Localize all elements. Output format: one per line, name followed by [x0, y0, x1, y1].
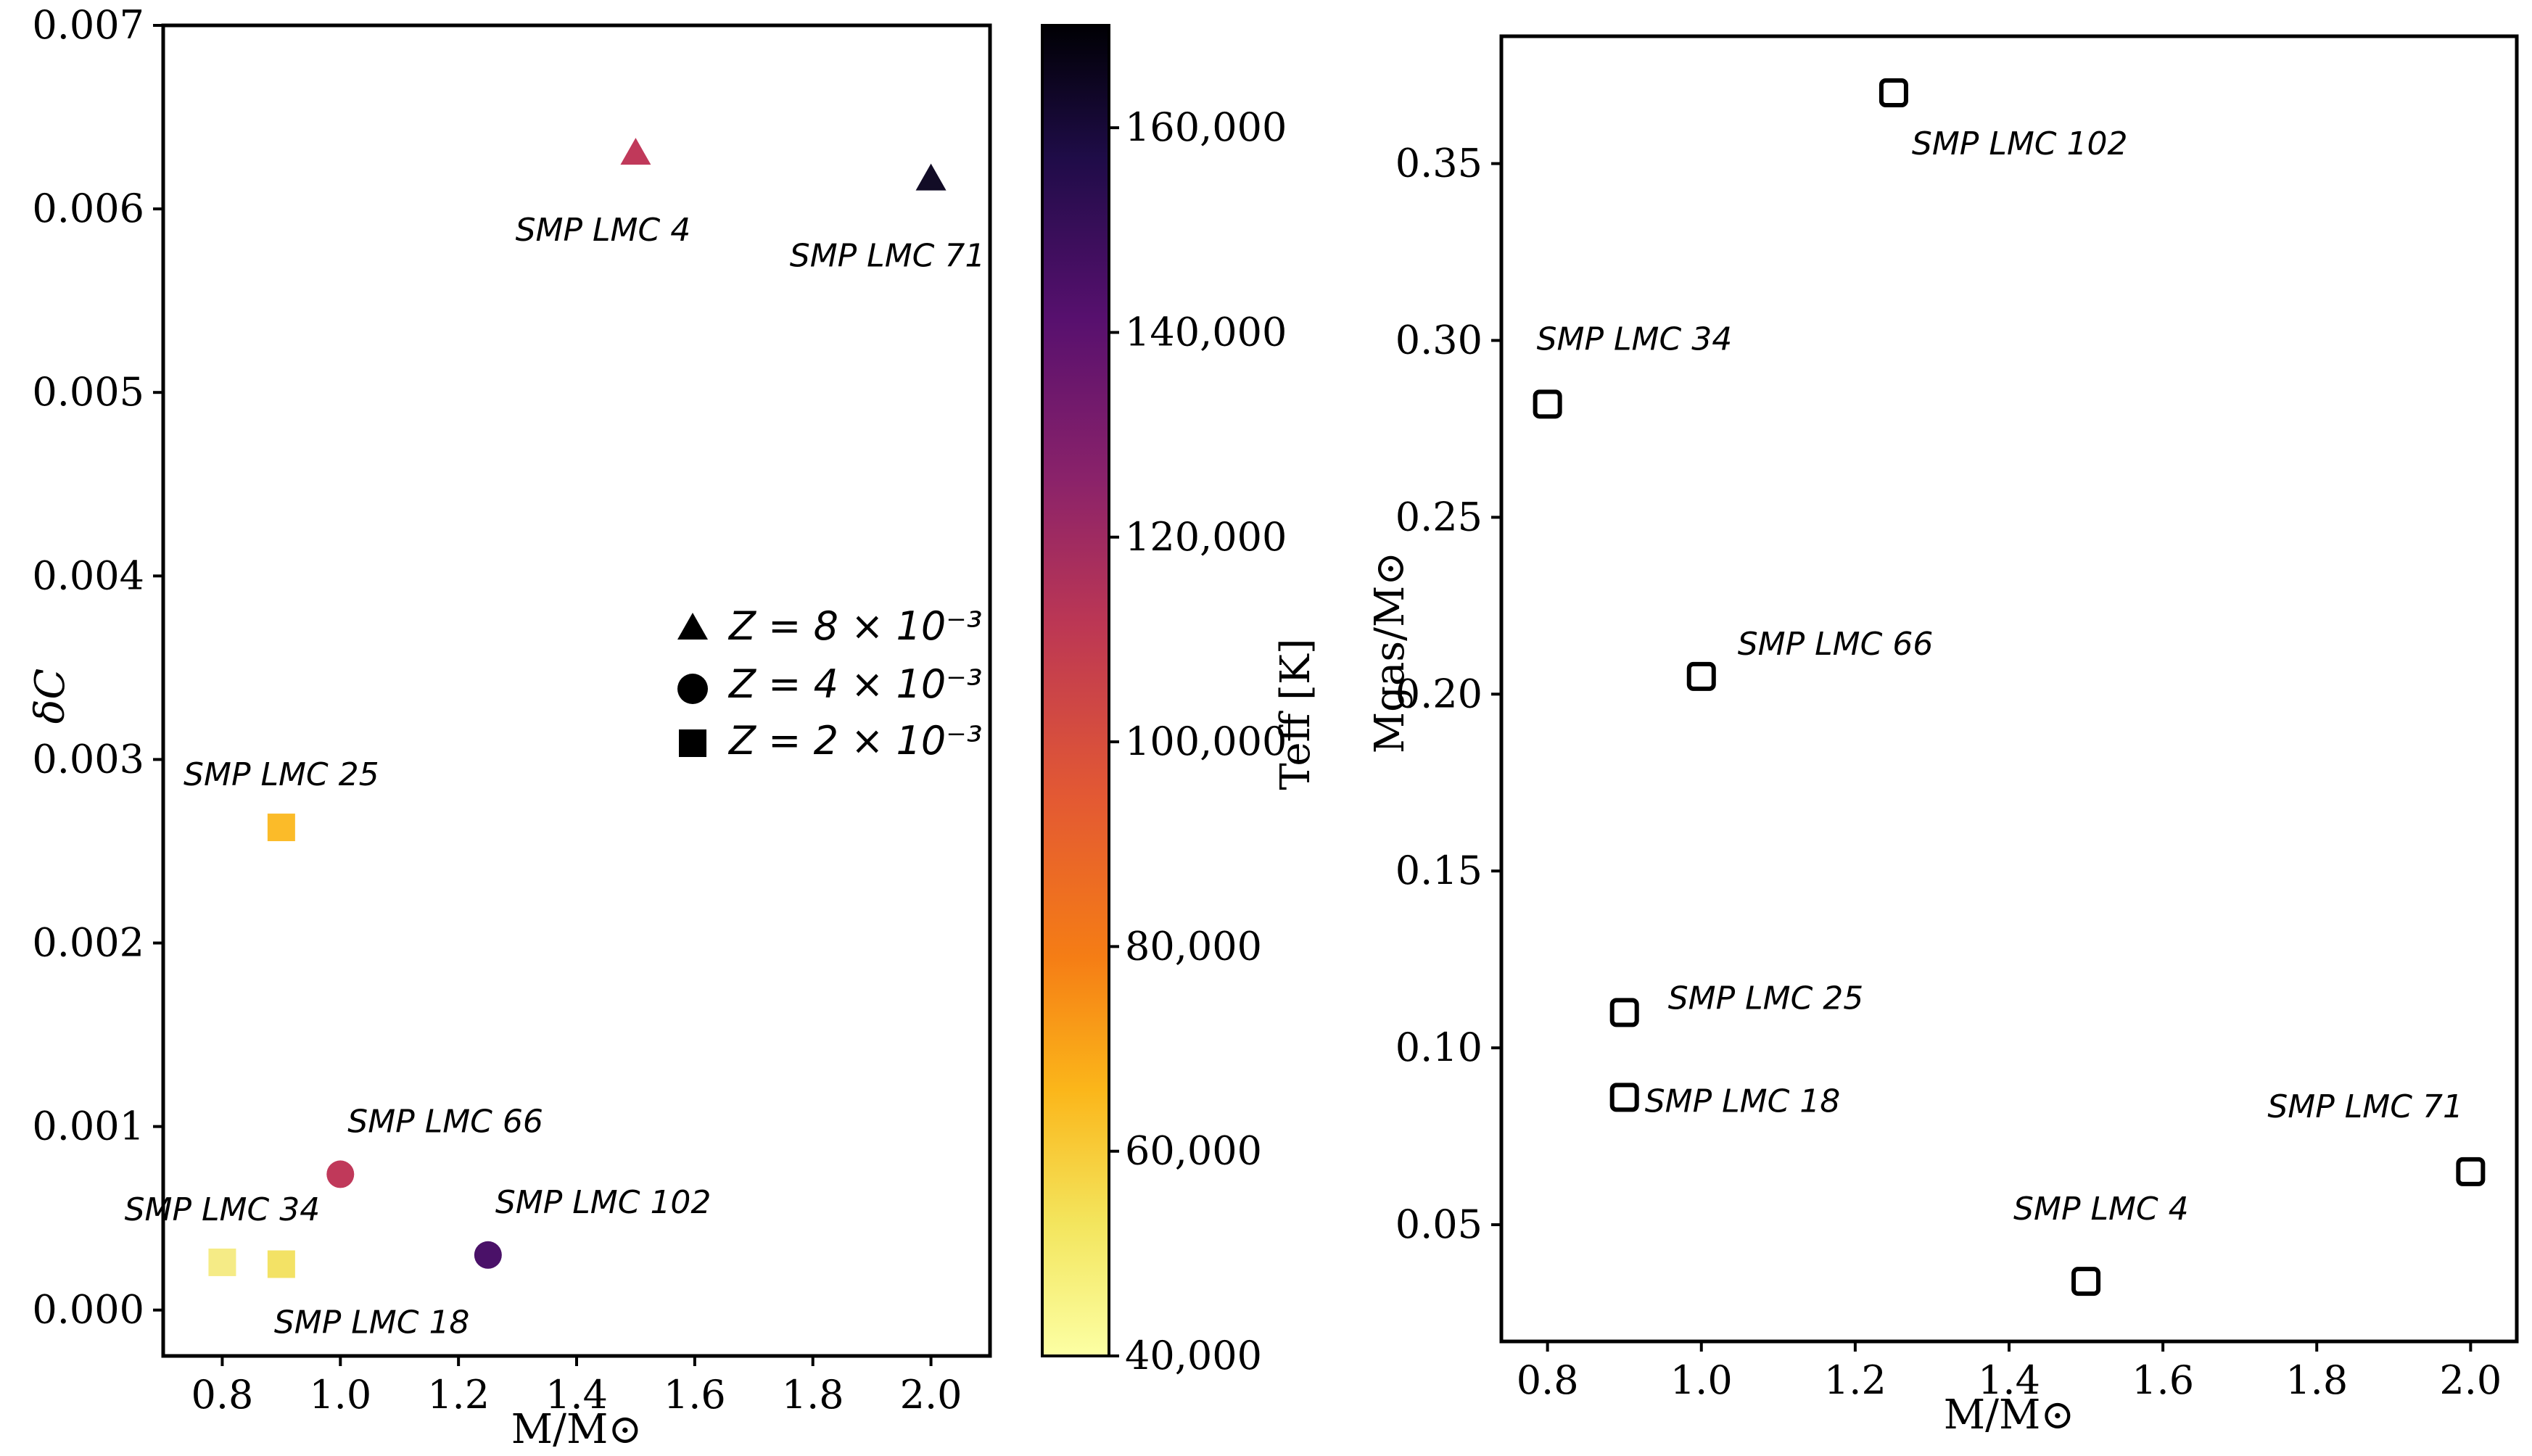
left-x-tick-label: 1.4: [545, 1372, 608, 1418]
left-point-label: SMP LMC 4: [516, 212, 691, 249]
left-x-tick-label: 2.0: [900, 1372, 962, 1418]
right-y-tick-label: 0.10: [1395, 1025, 1483, 1070]
right-marker-smp-lmc-34: [1533, 389, 1562, 419]
legend-label-z8: Z = 8 × 10⁻³: [727, 603, 982, 649]
left-y-tick-label: 0.007: [32, 2, 144, 48]
right-y-tick-label: 0.20: [1395, 671, 1483, 716]
right-marker-smp-lmc-71: [2456, 1157, 2486, 1186]
left-scatter-plot: 0.8 1.0 1.2 1.4 1.6 1.8 2.0 0.000 0.001 0.002 0.00…: [27, 2, 992, 1453]
left-marker-smp-lmc-4: [620, 138, 651, 165]
left-y-tick-label: 0.004: [32, 553, 144, 598]
right-point-label: SMP LMC 4: [2013, 1191, 2189, 1228]
right-y-axis-label: Mgas/M⊙: [1366, 552, 1414, 753]
left-data-points: SMP LMC 4 SMP LMC 71 SMP LMC 25 SMP LMC 66 S…: [125, 138, 986, 1341]
legend: Z = 8 × 10⁻³ Z = 4 × 10⁻³ Z = 2 × 10⁻³: [677, 603, 982, 764]
colorbar-tick-label: 80,000: [1125, 923, 1262, 969]
right-x-tick-label: 1.0: [1670, 1357, 1733, 1403]
left-x-tick-label: 0.8: [191, 1372, 253, 1418]
colorbar-label: Teff [K]: [1272, 638, 1319, 790]
colorbar-tick-label: 60,000: [1125, 1128, 1262, 1174]
colorbar: 40,000 60,000 80,000 100,000 120,000 140,000 1…: [1041, 24, 1319, 1378]
colorbar-tick-label: 120,000: [1125, 514, 1287, 560]
left-plot-frame: [161, 23, 992, 1358]
left-x-tick-label: 1.6: [664, 1372, 726, 1418]
left-point-label: SMP LMC 34: [125, 1191, 321, 1228]
left-marker-smp-lmc-18: [267, 1250, 295, 1278]
right-marker-smp-lmc-66: [1686, 661, 1716, 691]
right-marker-smp-lmc-102: [1879, 78, 1908, 108]
left-marker-smp-lmc-102: [474, 1241, 502, 1269]
legend-circle-marker: [677, 674, 708, 704]
right-marker-smp-lmc-18: [1609, 1083, 1639, 1112]
colorbar-tick-label: 40,000: [1125, 1333, 1262, 1378]
right-x-tick-label: 1.4: [1978, 1357, 2040, 1403]
right-point-label: SMP LMC 102: [1912, 125, 2128, 162]
right-data-points: SMP LMC 102 SMP LMC 34 SMP LMC 66 SMP LMC 2…: [1533, 78, 2486, 1296]
right-axis-ticks: 0.8 1.0 1.2 1.4 1.6 1.8 2.0 0.05 0.10 0.15 0.20 0.2…: [1395, 141, 2502, 1403]
right-y-tick-label: 0.35: [1395, 141, 1483, 186]
right-y-tick-label: 0.15: [1395, 848, 1483, 893]
left-y-axis-label: δC: [27, 669, 74, 724]
colorbar-tick-label: 140,000: [1125, 309, 1287, 355]
right-point-label: SMP LMC 66: [1738, 626, 1934, 663]
right-plot-frame: [1499, 34, 2519, 1344]
right-x-tick-label: 0.8: [1517, 1357, 1579, 1403]
left-y-tick-label: 0.005: [32, 369, 144, 415]
right-y-tick-label: 0.30: [1395, 318, 1483, 363]
colorbar-tick-label: 100,000: [1125, 719, 1287, 764]
right-y-tick-label: 0.25: [1395, 494, 1483, 539]
right-x-axis-label: M/M⊙: [1944, 1391, 2074, 1439]
left-x-tick-label: 1.8: [782, 1372, 844, 1418]
left-x-tick-label: 1.0: [309, 1372, 371, 1418]
left-y-tick-label: 0.000: [32, 1287, 144, 1333]
left-axis-ticks: 0.8 1.0 1.2 1.4 1.6 1.8 2.0 0.000 0.001 0.002 0.00…: [32, 2, 962, 1418]
left-marker-smp-lmc-34: [208, 1248, 236, 1276]
left-y-tick-label: 0.001: [32, 1104, 144, 1149]
left-point-label: SMP LMC 25: [183, 756, 379, 793]
right-point-label: SMP LMC 18: [1645, 1083, 1841, 1120]
left-point-label: SMP LMC 66: [347, 1103, 543, 1140]
left-x-tick-label: 1.2: [427, 1372, 490, 1418]
right-x-tick-label: 1.6: [2132, 1357, 2194, 1403]
right-x-tick-label: 1.8: [2285, 1357, 2348, 1403]
left-x-axis-label: M/M⊙: [511, 1406, 642, 1453]
left-marker-smp-lmc-25: [267, 814, 295, 842]
right-point-label: SMP LMC 25: [1668, 980, 1864, 1017]
colorbar-ticks: 40,000 60,000 80,000 100,000 120,000 140,000 1…: [1109, 104, 1287, 1378]
left-marker-smp-lmc-66: [326, 1160, 355, 1188]
left-point-label: SMP LMC 71: [790, 238, 986, 275]
right-x-tick-label: 1.2: [1824, 1357, 1886, 1403]
right-point-label: SMP LMC 34: [1537, 320, 1733, 357]
left-point-label: SMP LMC 18: [274, 1304, 470, 1341]
colorbar-tick-label: 160,000: [1125, 104, 1287, 150]
left-y-tick-label: 0.006: [32, 186, 144, 231]
right-marker-smp-lmc-4: [2071, 1267, 2101, 1296]
legend-label-z4: Z = 4 × 10⁻³: [727, 661, 982, 707]
right-marker-smp-lmc-25: [1609, 998, 1639, 1027]
right-scatter-plot: 0.8 1.0 1.2 1.4 1.6 1.8 2.0 0.05 0.10 0.15 0.20 0.2…: [1366, 34, 2519, 1439]
left-y-tick-label: 0.002: [32, 920, 144, 966]
right-point-label: SMP LMC 71: [2267, 1088, 2463, 1125]
colorbar-gradient: [1041, 24, 1110, 1357]
left-marker-smp-lmc-71: [915, 163, 947, 191]
right-y-tick-label: 0.05: [1395, 1201, 1483, 1247]
left-point-label: SMP LMC 102: [495, 1184, 712, 1221]
legend-square-marker: [679, 729, 706, 757]
legend-triangle-marker: [677, 613, 708, 640]
left-y-tick-label: 0.003: [32, 736, 144, 782]
right-x-tick-label: 2.0: [2439, 1357, 2502, 1403]
legend-label-z2: Z = 2 × 10⁻³: [727, 718, 982, 764]
